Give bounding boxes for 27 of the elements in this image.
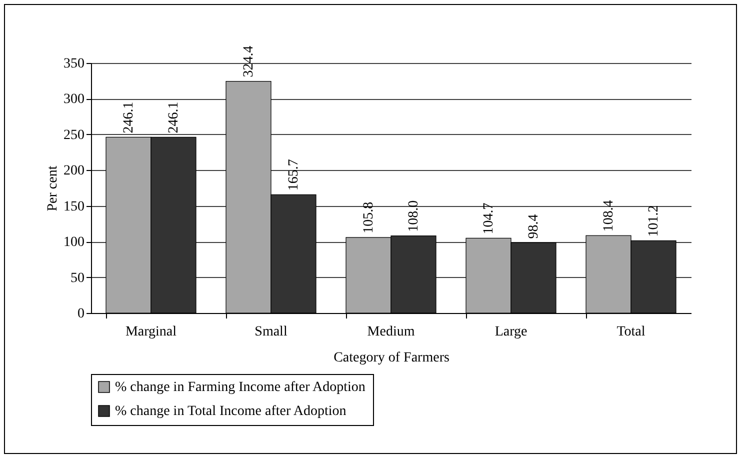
data-label: 246.1 [122,102,136,134]
y-tick-label: 250 [64,128,84,143]
data-label: 101.2 [646,205,662,237]
y-tick-label: 200 [64,164,84,179]
data-label: 108.0 [406,200,422,232]
y-tick-label: 150 [64,199,84,214]
y-tick-label: 50 [70,270,84,286]
y-axis-title: Per cent [46,166,60,212]
x-axis-title: Category of Farmers [334,350,450,366]
y-tick-label: 100 [64,235,84,250]
data-label: 324.4 [242,46,256,78]
legend-label: % change in Total Income after Adoption [115,404,346,419]
data-label: 104.7 [482,202,496,234]
x-tick-label: Medium [367,324,415,340]
legend-label: % change in Farming Income after Adoption [115,380,366,395]
x-tick-label: Large [494,324,528,340]
data-label: 105.8 [362,202,376,234]
y-tick-label: 300 [64,92,84,108]
x-tick-label: Small [254,324,288,340]
x-tick-label: Total [616,324,646,340]
data-label: 165.7 [286,159,302,191]
y-tick-label: 0 [78,306,84,322]
data-label: 98.4 [526,214,542,239]
x-tick-label: Marginal [125,324,177,340]
y-tick-label: 350 [64,56,84,72]
data-label: 108.4 [602,200,616,232]
data-label: 246.1 [166,102,182,134]
